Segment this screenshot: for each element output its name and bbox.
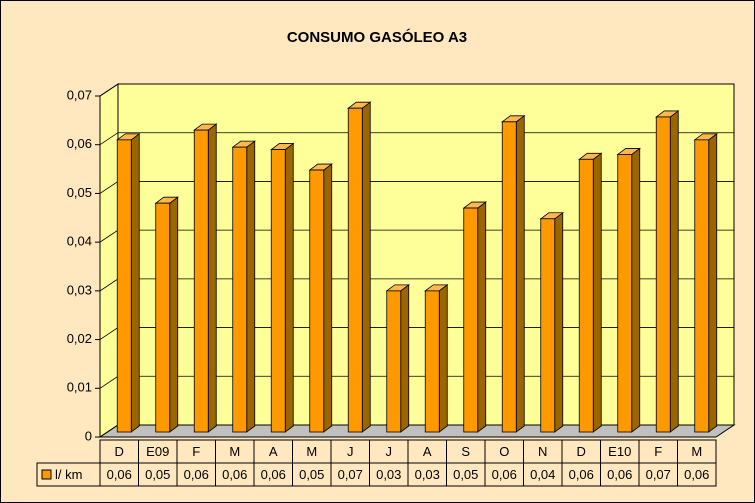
- bar: [270, 149, 286, 433]
- bar-side: [631, 147, 641, 433]
- y-tick-label: 0,04: [67, 234, 92, 249]
- x-tick-label: J: [347, 444, 354, 459]
- bar: [501, 121, 517, 433]
- y-tick-label: 0,02: [67, 331, 92, 346]
- data-label: 0,06: [607, 467, 632, 482]
- x-tick-label: E09: [146, 444, 169, 459]
- bar: [578, 158, 594, 433]
- y-tick-label: 0,01: [67, 380, 92, 395]
- x-tick-label: J: [386, 444, 393, 459]
- bar: [347, 107, 363, 433]
- bar-side: [130, 133, 140, 433]
- y-tick-label: 0,05: [67, 185, 92, 200]
- chart-title: CONSUMO GASÓLEO A3: [287, 28, 467, 46]
- x-tick-label: F: [192, 444, 200, 459]
- bar: [116, 139, 132, 433]
- bar-side: [323, 163, 333, 433]
- data-label: 0,07: [338, 467, 363, 482]
- bar: [617, 154, 633, 433]
- bar: [463, 207, 479, 433]
- data-label: 0,07: [646, 467, 671, 482]
- bar-side: [438, 284, 448, 433]
- bar-side: [246, 140, 256, 433]
- x-tick-label: S: [461, 444, 470, 459]
- table-cell: [36, 462, 717, 487]
- bar: [232, 146, 248, 433]
- side-wall: [99, 83, 119, 438]
- bar-side: [400, 284, 410, 433]
- legend-swatch: [41, 469, 52, 480]
- data-label: 0,05: [299, 467, 324, 482]
- bar: [155, 202, 171, 433]
- data-label: 0,06: [261, 467, 286, 482]
- y-tick-label: 0: [85, 428, 92, 443]
- bar-side: [515, 115, 525, 433]
- data-label: 0,06: [569, 467, 594, 482]
- bar-side: [169, 196, 179, 433]
- x-tick-label: N: [538, 444, 547, 459]
- bar: [193, 129, 209, 433]
- data-label: 0,05: [145, 467, 170, 482]
- data-label: 0,03: [415, 467, 440, 482]
- bar-side: [669, 110, 679, 433]
- bar-side: [592, 152, 602, 433]
- bar: [309, 169, 325, 433]
- data-label: 0,06: [492, 467, 517, 482]
- data-label: 0,03: [376, 467, 401, 482]
- x-tick-label: M: [306, 444, 317, 459]
- bar-side: [708, 133, 718, 433]
- x-tick-label: M: [691, 444, 702, 459]
- data-label: 0,06: [184, 467, 209, 482]
- data-label: 0,04: [530, 467, 555, 482]
- legend-label: l/ km: [55, 467, 82, 482]
- bar: [694, 139, 710, 433]
- data-label: 0,06: [107, 467, 132, 482]
- data-label: 0,05: [453, 467, 478, 482]
- grid-line: [99, 132, 734, 146]
- x-tick-label: E10: [608, 444, 631, 459]
- bar: [540, 218, 556, 433]
- y-tick-label: 0,03: [67, 282, 92, 297]
- bar: [386, 290, 402, 433]
- bar: [655, 116, 671, 433]
- bar-side: [361, 101, 371, 433]
- bar-side: [554, 211, 564, 433]
- x-tick-label: A: [269, 444, 278, 459]
- x-tick-label: M: [229, 444, 240, 459]
- y-tick-label: 0,06: [67, 136, 92, 151]
- bar-side: [207, 123, 217, 433]
- x-tick-label: D: [115, 444, 124, 459]
- bar: [424, 290, 440, 433]
- x-tick-label: D: [577, 444, 586, 459]
- bar-side: [477, 201, 487, 433]
- x-tick-label: O: [499, 444, 509, 459]
- data-label: 0,06: [222, 467, 247, 482]
- x-tick-label: F: [654, 444, 662, 459]
- y-tick-label: 0,07: [67, 87, 92, 102]
- bar-side: [284, 142, 294, 433]
- data-label: 0,06: [684, 467, 709, 482]
- grid-line: [99, 83, 734, 97]
- x-tick-label: A: [423, 444, 432, 459]
